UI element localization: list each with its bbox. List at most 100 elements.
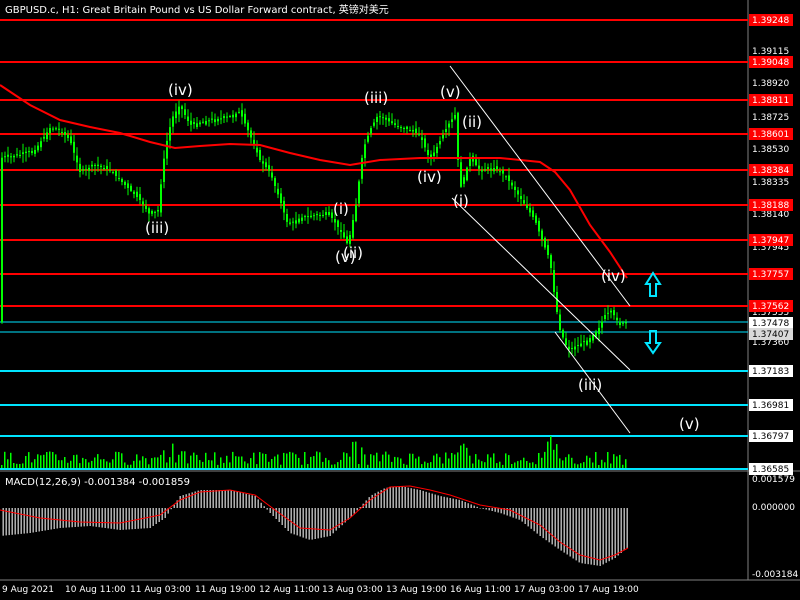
candle-body bbox=[196, 123, 198, 127]
macd-bar bbox=[407, 487, 409, 508]
candle-body bbox=[412, 130, 414, 132]
channel-line[interactable] bbox=[449, 65, 631, 307]
candle-body bbox=[622, 322, 624, 324]
candle-body bbox=[109, 170, 111, 171]
candle-body bbox=[553, 270, 555, 292]
candle-body bbox=[496, 166, 498, 170]
candle-body bbox=[46, 132, 48, 140]
time-tick: 12 Aug 11:00 bbox=[259, 585, 320, 595]
macd-bar bbox=[320, 508, 322, 538]
macd-bar bbox=[572, 508, 574, 559]
volume-bar bbox=[625, 459, 627, 468]
candle-body bbox=[601, 321, 603, 328]
channel-line[interactable] bbox=[554, 331, 631, 434]
volume-bar bbox=[382, 454, 384, 468]
volume-bar bbox=[559, 458, 561, 468]
candle-body bbox=[382, 117, 384, 119]
volume-bar bbox=[562, 460, 564, 468]
macd-bar bbox=[446, 497, 448, 508]
price-scale[interactable]: 1.39115 1.38920 1.38725 1.38530 1.38335 … bbox=[752, 47, 789, 348]
time-tick: 11 Aug 19:00 bbox=[195, 585, 256, 595]
macd-bar bbox=[89, 508, 91, 526]
macd-bar bbox=[56, 508, 58, 529]
volume-bar bbox=[199, 460, 201, 468]
macd-bar bbox=[425, 491, 427, 508]
macd-bar bbox=[131, 508, 133, 530]
volume-bar bbox=[505, 453, 507, 468]
level-tag: 1.37947 bbox=[752, 236, 789, 246]
volume-bar bbox=[340, 459, 342, 468]
time-axis[interactable]: 9 Aug 2021 10 Aug 11:00 11 Aug 03:00 11 … bbox=[2, 585, 639, 595]
candle-body bbox=[166, 140, 168, 159]
volume-bar bbox=[94, 457, 96, 468]
macd-bar bbox=[527, 508, 529, 527]
volume-bar bbox=[268, 461, 270, 468]
up-arrow-icon[interactable] bbox=[644, 271, 662, 297]
candle-body bbox=[577, 345, 579, 346]
volume-bar bbox=[262, 453, 264, 468]
macd-bar bbox=[200, 490, 202, 508]
macd-bar bbox=[329, 508, 331, 536]
macd-bar bbox=[149, 508, 151, 528]
macd-bar bbox=[545, 508, 547, 541]
macd-bar bbox=[389, 487, 391, 508]
macd-bar bbox=[29, 508, 31, 533]
down-arrow-icon[interactable] bbox=[644, 330, 662, 355]
volume-bar bbox=[595, 452, 597, 468]
macd-bar bbox=[509, 508, 511, 517]
macd-bar bbox=[566, 508, 568, 555]
macd-bar bbox=[374, 493, 376, 508]
volume-bar bbox=[85, 459, 87, 468]
candle-body bbox=[310, 215, 312, 218]
candle-body bbox=[94, 165, 96, 166]
volume-bar bbox=[232, 451, 234, 468]
macd-bar bbox=[497, 508, 499, 513]
candle-body bbox=[451, 119, 453, 122]
candle-body bbox=[313, 215, 315, 217]
volume-bar bbox=[130, 464, 132, 468]
volume-bar bbox=[325, 457, 327, 468]
channel-line[interactable] bbox=[451, 197, 631, 371]
macd-bar bbox=[623, 508, 625, 551]
macd-bar bbox=[110, 508, 112, 529]
macd-bar bbox=[560, 508, 562, 551]
wave-label: (v) bbox=[335, 248, 356, 266]
volume-bar bbox=[247, 463, 249, 468]
candle-body bbox=[391, 121, 393, 124]
candle-body bbox=[586, 340, 588, 345]
candle-body bbox=[484, 169, 486, 171]
candle-body bbox=[214, 119, 216, 123]
macd-bar bbox=[482, 508, 484, 509]
volume-bar bbox=[88, 462, 90, 468]
candle-body bbox=[619, 321, 621, 325]
macd-bar bbox=[449, 498, 451, 508]
trend-channel[interactable] bbox=[449, 65, 631, 434]
symbol-info: GBPUSD.c, H1: Great Britain Pound vs US … bbox=[5, 3, 389, 16]
candle-body bbox=[319, 215, 321, 216]
candle-body bbox=[148, 208, 150, 214]
macd-bar bbox=[281, 508, 283, 525]
candle-body bbox=[463, 177, 465, 184]
level-tag: 1.39048 bbox=[752, 58, 789, 68]
candle-body bbox=[100, 165, 102, 167]
support-lines[interactable] bbox=[0, 321, 748, 470]
volume-bar bbox=[532, 462, 534, 468]
volume-bar bbox=[271, 459, 273, 468]
candle-body bbox=[604, 315, 606, 319]
volume-bar bbox=[298, 457, 300, 468]
macd-bar bbox=[530, 508, 532, 529]
wave-label: (ii) bbox=[462, 113, 482, 131]
macd-bar bbox=[344, 508, 346, 523]
macd-bar bbox=[557, 508, 559, 549]
macd-bar bbox=[605, 508, 607, 563]
candle-body bbox=[298, 218, 300, 223]
macd-bar bbox=[488, 508, 490, 511]
candle-body bbox=[445, 129, 447, 132]
resistance-lines[interactable] bbox=[0, 19, 748, 307]
volume-bar bbox=[193, 452, 195, 468]
volume-bar bbox=[514, 462, 516, 468]
candle-body bbox=[256, 147, 258, 153]
volume-bar bbox=[475, 454, 477, 468]
macd-bar bbox=[176, 500, 178, 508]
